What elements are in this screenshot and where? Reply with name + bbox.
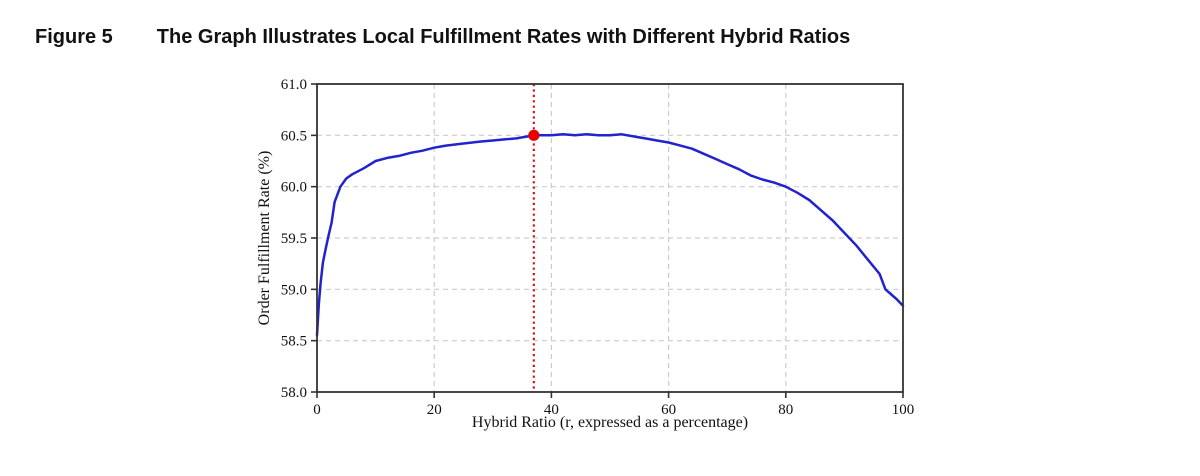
x-tick-label: 60: [661, 402, 676, 418]
x-axis-title: Hybrid Ratio (r, expressed as a percenta…: [471, 414, 749, 431]
y-tick-label: 59.5: [281, 231, 307, 247]
figure-label: Figure 5: [35, 26, 113, 48]
x-tick-label: 0: [313, 402, 321, 418]
x-tick-label: 80: [778, 402, 793, 418]
y-tick-label: 59.0: [281, 282, 307, 298]
y-tick-label: 61.0: [281, 77, 307, 93]
figure-title: The Graph Illustrates Local Fulfillment …: [156, 26, 851, 48]
y-axis-title: Order Fulfillment Rate (%): [256, 150, 273, 326]
y-tick-label: 58.0: [281, 385, 307, 401]
x-tick-label: 20: [427, 402, 442, 418]
x-tick-label: 100: [892, 402, 915, 418]
x-tick-label: 40: [544, 402, 559, 418]
y-tick-label: 58.5: [281, 334, 307, 350]
y-tick-label: 60.5: [281, 128, 307, 144]
figure-header: Figure 5 The Graph Illustrates Local Fulf…: [35, 26, 1175, 49]
series-line: [315, 133, 905, 337]
y-tick-label: 60.0: [281, 180, 307, 196]
peak-marker: [528, 129, 540, 141]
